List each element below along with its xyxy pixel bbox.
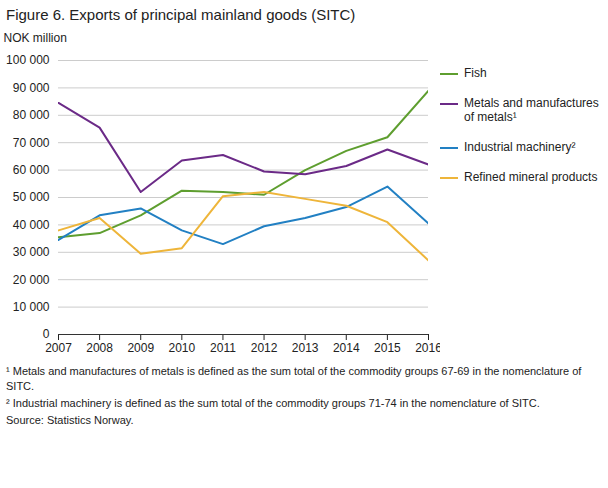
html-text:² Industrial machinery is defi: ² Industrial machinery is defined as the…: [6, 396, 540, 409]
svg-text:NOK million: NOK million: [4, 31, 67, 45]
svg-text:2009: 2009: [127, 341, 154, 355]
svg-text:70 000: 70 000: [13, 136, 50, 150]
svg-text:60 000: 60 000: [13, 163, 50, 177]
svg-text:2015: 2015: [374, 341, 401, 355]
html-text:Source: Statistics Norway.: Source: Statistics Norway.: [6, 413, 134, 426]
html-text:Metals and manufactures of met: Metals and manufactures of metals¹: [464, 96, 599, 124]
html-text:Refined mineral products: Refined mineral products: [464, 170, 598, 184]
svg-text:2012: 2012: [251, 341, 278, 355]
svg-text:30 000: 30 000: [13, 245, 50, 259]
svg-text:0: 0: [43, 327, 50, 341]
svg-text:50 000: 50 000: [13, 190, 50, 204]
svg-text:10 000: 10 000: [13, 300, 50, 314]
svg-text:2016: 2016: [415, 341, 440, 355]
html-text:Industrial machinery²: Industrial machinery²: [464, 140, 576, 154]
html-text:Figure 6. Exports of principal: Figure 6. Exports of principal mainland …: [6, 6, 356, 23]
svg-text:80 000: 80 000: [13, 108, 50, 122]
svg-text:100 000: 100 000: [6, 53, 50, 67]
svg-text:20 000: 20 000: [13, 273, 50, 287]
svg-text:2008: 2008: [86, 341, 113, 355]
svg-text:2013: 2013: [292, 341, 319, 355]
svg-text:2011: 2011: [210, 341, 236, 355]
svg-text:40 000: 40 000: [13, 218, 50, 232]
svg-text:2014: 2014: [333, 341, 360, 355]
html-text:Fish: Fish: [464, 66, 487, 80]
svg-text:90 000: 90 000: [13, 81, 50, 95]
html-text:¹ Metals and manufactures of m: ¹ Metals and manufactures of metals is d…: [6, 365, 582, 392]
svg-text:2007: 2007: [45, 341, 72, 355]
svg-text:2010: 2010: [168, 341, 195, 355]
